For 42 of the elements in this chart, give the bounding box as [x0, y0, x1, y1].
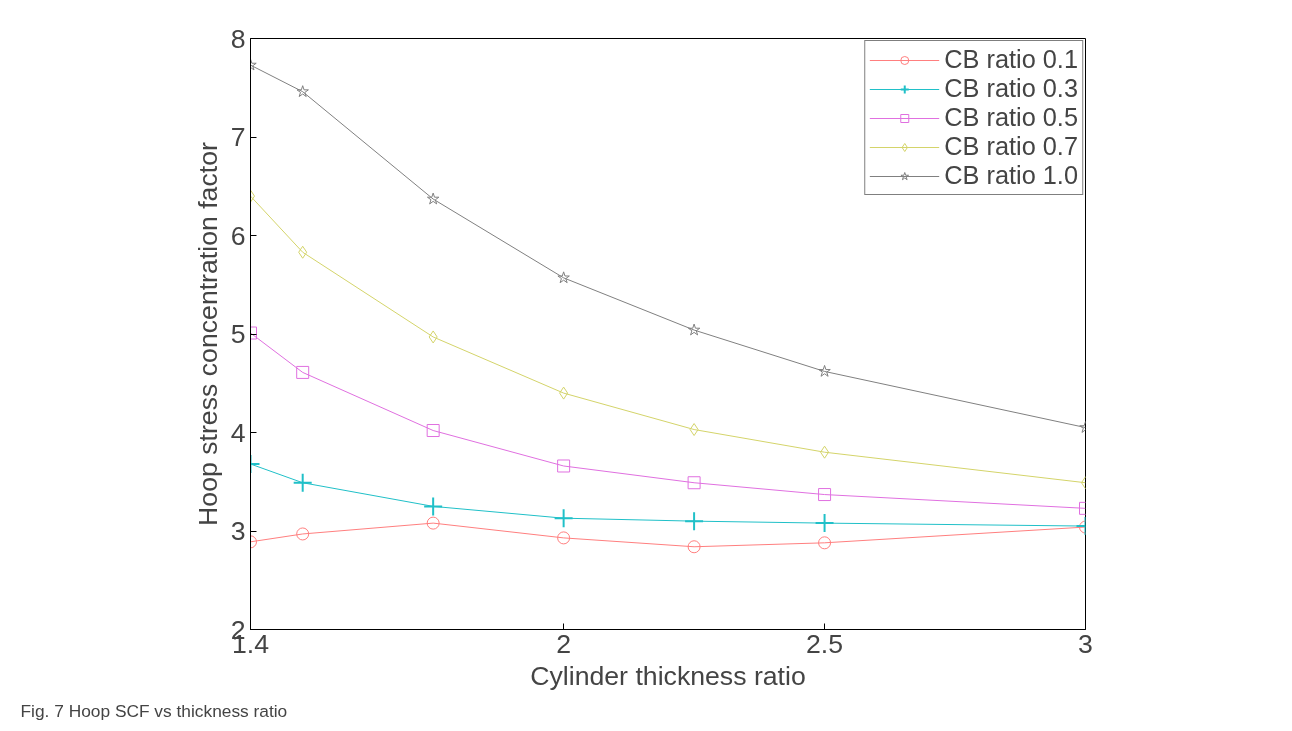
point — [684, 511, 705, 532]
point — [687, 323, 701, 336]
point — [426, 192, 440, 205]
point — [426, 424, 440, 438]
point — [296, 527, 310, 541]
legend-label: CB ratio 0.1 — [944, 45, 1078, 74]
x-axis-title: Cylinder thickness ratio — [530, 660, 806, 691]
point — [292, 472, 313, 493]
point — [559, 386, 569, 400]
point — [426, 516, 440, 530]
y-tick-label: 4 — [230, 417, 246, 448]
y-tick-label: 7 — [230, 122, 246, 152]
point — [296, 85, 309, 98]
point — [557, 271, 570, 284]
y-tick-label: 5 — [230, 319, 246, 349]
legend-label: CB ratio 0.3 — [944, 74, 1078, 103]
point — [298, 245, 308, 259]
y-tick-label: 6 — [230, 220, 246, 251]
point — [818, 488, 832, 502]
point — [820, 445, 830, 459]
point — [818, 536, 832, 550]
y-tick-label: 8 — [230, 23, 246, 54]
point — [557, 459, 571, 473]
y-tick-label: 3 — [230, 516, 246, 546]
x-tick-label: 3 — [1078, 628, 1093, 659]
point — [423, 496, 444, 517]
legend-label: CB ratio 0.5 — [944, 103, 1078, 132]
legend-label: CB ratio 1.0 — [944, 161, 1078, 190]
point — [557, 531, 571, 545]
point — [553, 508, 574, 529]
point — [814, 513, 835, 534]
y-axis-title: Hoop stress concentration factor — [192, 142, 223, 526]
point — [296, 365, 310, 379]
point — [687, 476, 701, 490]
point — [428, 330, 438, 344]
point — [687, 540, 701, 554]
caption: Fig. 7 Hoop SCF vs thickness ratio — [20, 700, 288, 721]
x-tick-label: 2.5 — [806, 628, 844, 659]
legend-label: CB ratio 0.7 — [944, 132, 1078, 161]
x-tick-label: 2 — [556, 628, 572, 659]
point — [818, 364, 831, 377]
point — [689, 423, 699, 437]
